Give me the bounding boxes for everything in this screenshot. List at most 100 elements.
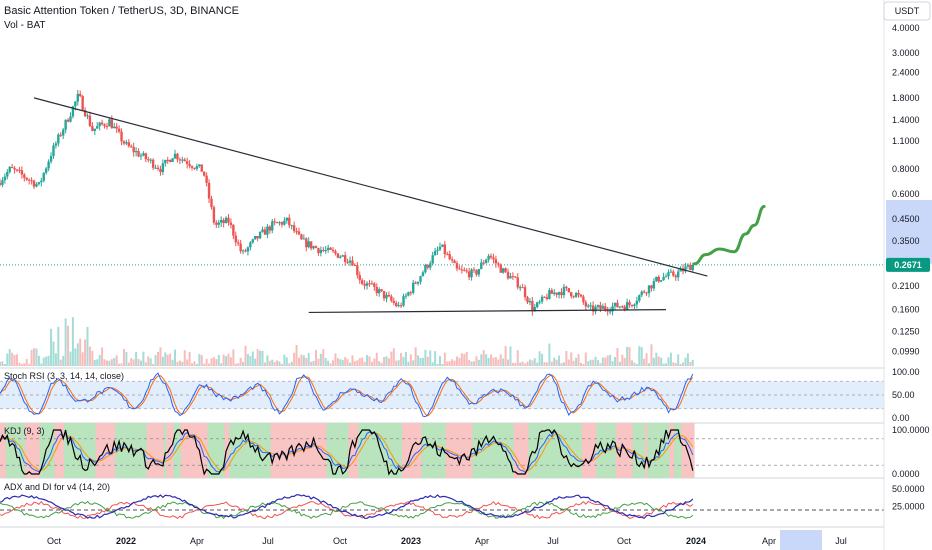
volume-bar	[115, 355, 118, 366]
kdj-region	[234, 423, 238, 478]
volume-bar	[548, 343, 551, 366]
volume-bar	[492, 357, 495, 366]
candle-body	[390, 296, 393, 301]
candle-body	[71, 106, 75, 117]
volume-bar	[455, 356, 458, 366]
kdj-region	[679, 423, 683, 478]
volume-bar	[421, 357, 424, 366]
candle-body	[628, 302, 631, 305]
kdj-region	[591, 423, 595, 478]
candle-body	[601, 306, 605, 309]
candle-body	[557, 292, 561, 295]
kdj-region	[161, 423, 165, 478]
volume-bar	[205, 358, 208, 366]
candle-body	[185, 161, 189, 165]
candle-body	[188, 164, 191, 167]
kdj-region	[319, 423, 323, 478]
candle-body	[319, 249, 323, 254]
candle-body	[183, 159, 186, 162]
kdj-region	[277, 423, 282, 478]
volume-bar	[232, 349, 235, 366]
volume-bar	[463, 353, 466, 366]
price-axis[interactable]: 4.0000 3.0000 2.4000 1.8000 1.4000 1.1000 0.80…	[883, 0, 932, 550]
kdj-region	[647, 423, 651, 478]
candle-body	[652, 281, 656, 289]
candle-body	[23, 174, 26, 178]
price-pane[interactable]	[0, 90, 884, 366]
volume-bar	[407, 361, 410, 366]
volume-bar	[460, 353, 463, 366]
volume-bar	[412, 360, 415, 366]
volume-bar	[650, 344, 653, 366]
kdj-region	[270, 423, 275, 478]
candle-body	[81, 96, 84, 110]
time-axis[interactable]: Oct 2022 Apr Jul Oct 2023 Apr Jul Oct 2024 Apr Jul	[47, 530, 847, 550]
volume-bar	[317, 358, 320, 366]
kdj-region	[457, 423, 462, 478]
kdj-region	[593, 423, 598, 478]
volume-bar	[96, 359, 99, 366]
candle-body	[375, 286, 378, 294]
kdj-region	[122, 423, 126, 478]
candle-body	[193, 167, 196, 169]
volume-bar	[108, 360, 111, 366]
candle-body	[370, 283, 374, 285]
candle-body	[205, 175, 208, 183]
resistance-trendline[interactable]	[33, 97, 708, 277]
candle-body	[237, 242, 240, 244]
time-tick-label: Oct	[333, 536, 348, 546]
volume-bar	[239, 357, 242, 366]
volume-bar	[395, 360, 398, 366]
candle-body	[562, 286, 566, 296]
candle-body	[283, 220, 286, 225]
kdj-region	[202, 423, 206, 478]
kdj-region	[462, 423, 467, 478]
candle-body	[533, 307, 536, 312]
kdj-tick-label: 100.0000	[892, 425, 930, 435]
candle-body	[64, 119, 67, 130]
kdj-region	[83, 423, 87, 478]
candle-body	[672, 271, 675, 276]
volume-bar	[110, 359, 113, 366]
volume-bar	[212, 357, 215, 366]
di-plus-line	[0, 500, 694, 520]
kdj-region	[523, 423, 527, 478]
kdj-region	[363, 423, 367, 478]
volume-bar	[327, 360, 330, 366]
volume-bar	[135, 352, 138, 366]
candle-body	[159, 169, 162, 173]
kdj-region	[265, 423, 270, 478]
volume-bar	[424, 349, 427, 366]
support-trendline[interactable]	[308, 309, 667, 314]
kdj-region	[445, 423, 450, 478]
candle-body	[540, 296, 544, 302]
currency-button[interactable]	[883, 1, 931, 21]
candle-body	[404, 295, 408, 297]
kdj-region	[666, 423, 671, 478]
volume-bar	[13, 354, 16, 366]
candle-body	[380, 289, 383, 292]
volume-bar	[166, 354, 169, 366]
candle-body	[120, 131, 123, 142]
candle-body	[10, 166, 14, 168]
kdj-region	[129, 423, 134, 478]
projection-path[interactable]	[692, 205, 766, 266]
kdj-region	[426, 423, 430, 478]
volume-bar	[188, 351, 191, 366]
candle-body	[171, 158, 174, 162]
kdj-region	[149, 423, 153, 478]
candle-body	[453, 260, 456, 264]
kdj-region	[168, 423, 172, 478]
kdj-region	[555, 423, 559, 478]
kdj-region	[188, 423, 192, 478]
candle-body	[689, 264, 692, 271]
kdj-region	[460, 423, 464, 478]
volume-bar	[171, 359, 174, 366]
candle-body	[62, 129, 65, 136]
candle-body	[134, 151, 138, 153]
candle-body	[210, 198, 213, 208]
candle-body	[363, 283, 366, 286]
volume-bar	[353, 361, 356, 366]
candle-body	[326, 247, 330, 251]
